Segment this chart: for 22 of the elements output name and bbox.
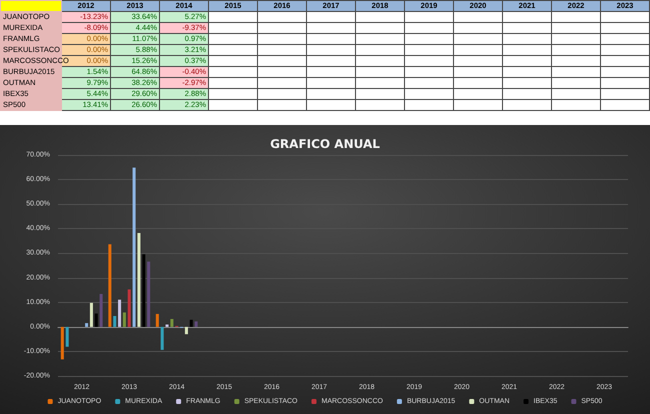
bar: [142, 254, 146, 327]
bar: [100, 294, 103, 327]
bar: [113, 316, 116, 327]
bar: [60, 326, 64, 360]
bar: [147, 262, 150, 327]
bar: [137, 232, 140, 327]
bar: [132, 168, 136, 327]
bar: [94, 314, 98, 327]
chart-title: GRAFICO ANUAL: [270, 137, 380, 151]
bar: [160, 326, 164, 350]
bar: [66, 326, 69, 347]
bar: [122, 312, 126, 327]
bar: [156, 314, 159, 327]
bar: [170, 319, 174, 327]
bar: [128, 289, 131, 327]
bar: [85, 323, 88, 327]
bar: [194, 321, 198, 327]
bar: [118, 300, 122, 327]
bar: [108, 244, 112, 327]
bar: [184, 326, 188, 334]
bar: [190, 320, 193, 327]
bar: [90, 302, 93, 327]
